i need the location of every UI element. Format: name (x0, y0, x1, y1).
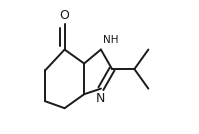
Text: N: N (96, 92, 105, 105)
Text: O: O (60, 9, 69, 22)
Text: NH: NH (103, 35, 118, 45)
